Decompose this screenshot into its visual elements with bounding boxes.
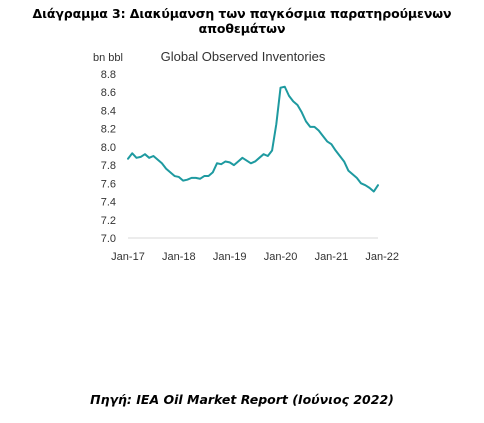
chart-title: Global Observed Inventories [161,49,326,64]
chart-caption: Διάγραμμα 3: Διακύμανση των παγκόσμια πα… [32,6,452,36]
y-tick-label: 8.6 [101,87,116,99]
x-tick-label: Jan-17 [111,251,145,263]
y-tick-label: 7.8 [101,160,116,172]
y-tick-label: 7.4 [101,197,116,209]
x-tick-label: Jan-20 [264,251,298,263]
y-tick-label: 7.2 [101,215,116,227]
x-axis-ticks: Jan-17 Jan-18 Jan-19 Jan-20 Jan-21 Jan-22 [111,251,399,263]
y-tick-label: 8.8 [101,69,116,81]
x-tick-label: Jan-21 [315,251,349,263]
y-tick-label: 7.6 [101,178,116,190]
y-tick-label: 7.0 [101,233,116,245]
source-note: Πηγή: IEA Oil Market Report (Ιούνιος 202… [90,392,394,407]
y-tick-label: 8.0 [101,142,116,154]
x-tick-label: Jan-18 [162,251,196,263]
x-tick-label: Jan-22 [365,251,399,263]
y-tick-label: 8.2 [101,124,116,136]
y-axis-unit-label: bn bbl [93,52,123,64]
series-line [127,85,379,193]
y-tick-label: 8.4 [101,105,116,117]
y-axis-ticks: 7.0 7.2 7.4 7.6 7.8 8.0 8.2 8.4 8.6 8.8 [101,69,116,245]
x-tick-label: Jan-19 [213,251,247,263]
